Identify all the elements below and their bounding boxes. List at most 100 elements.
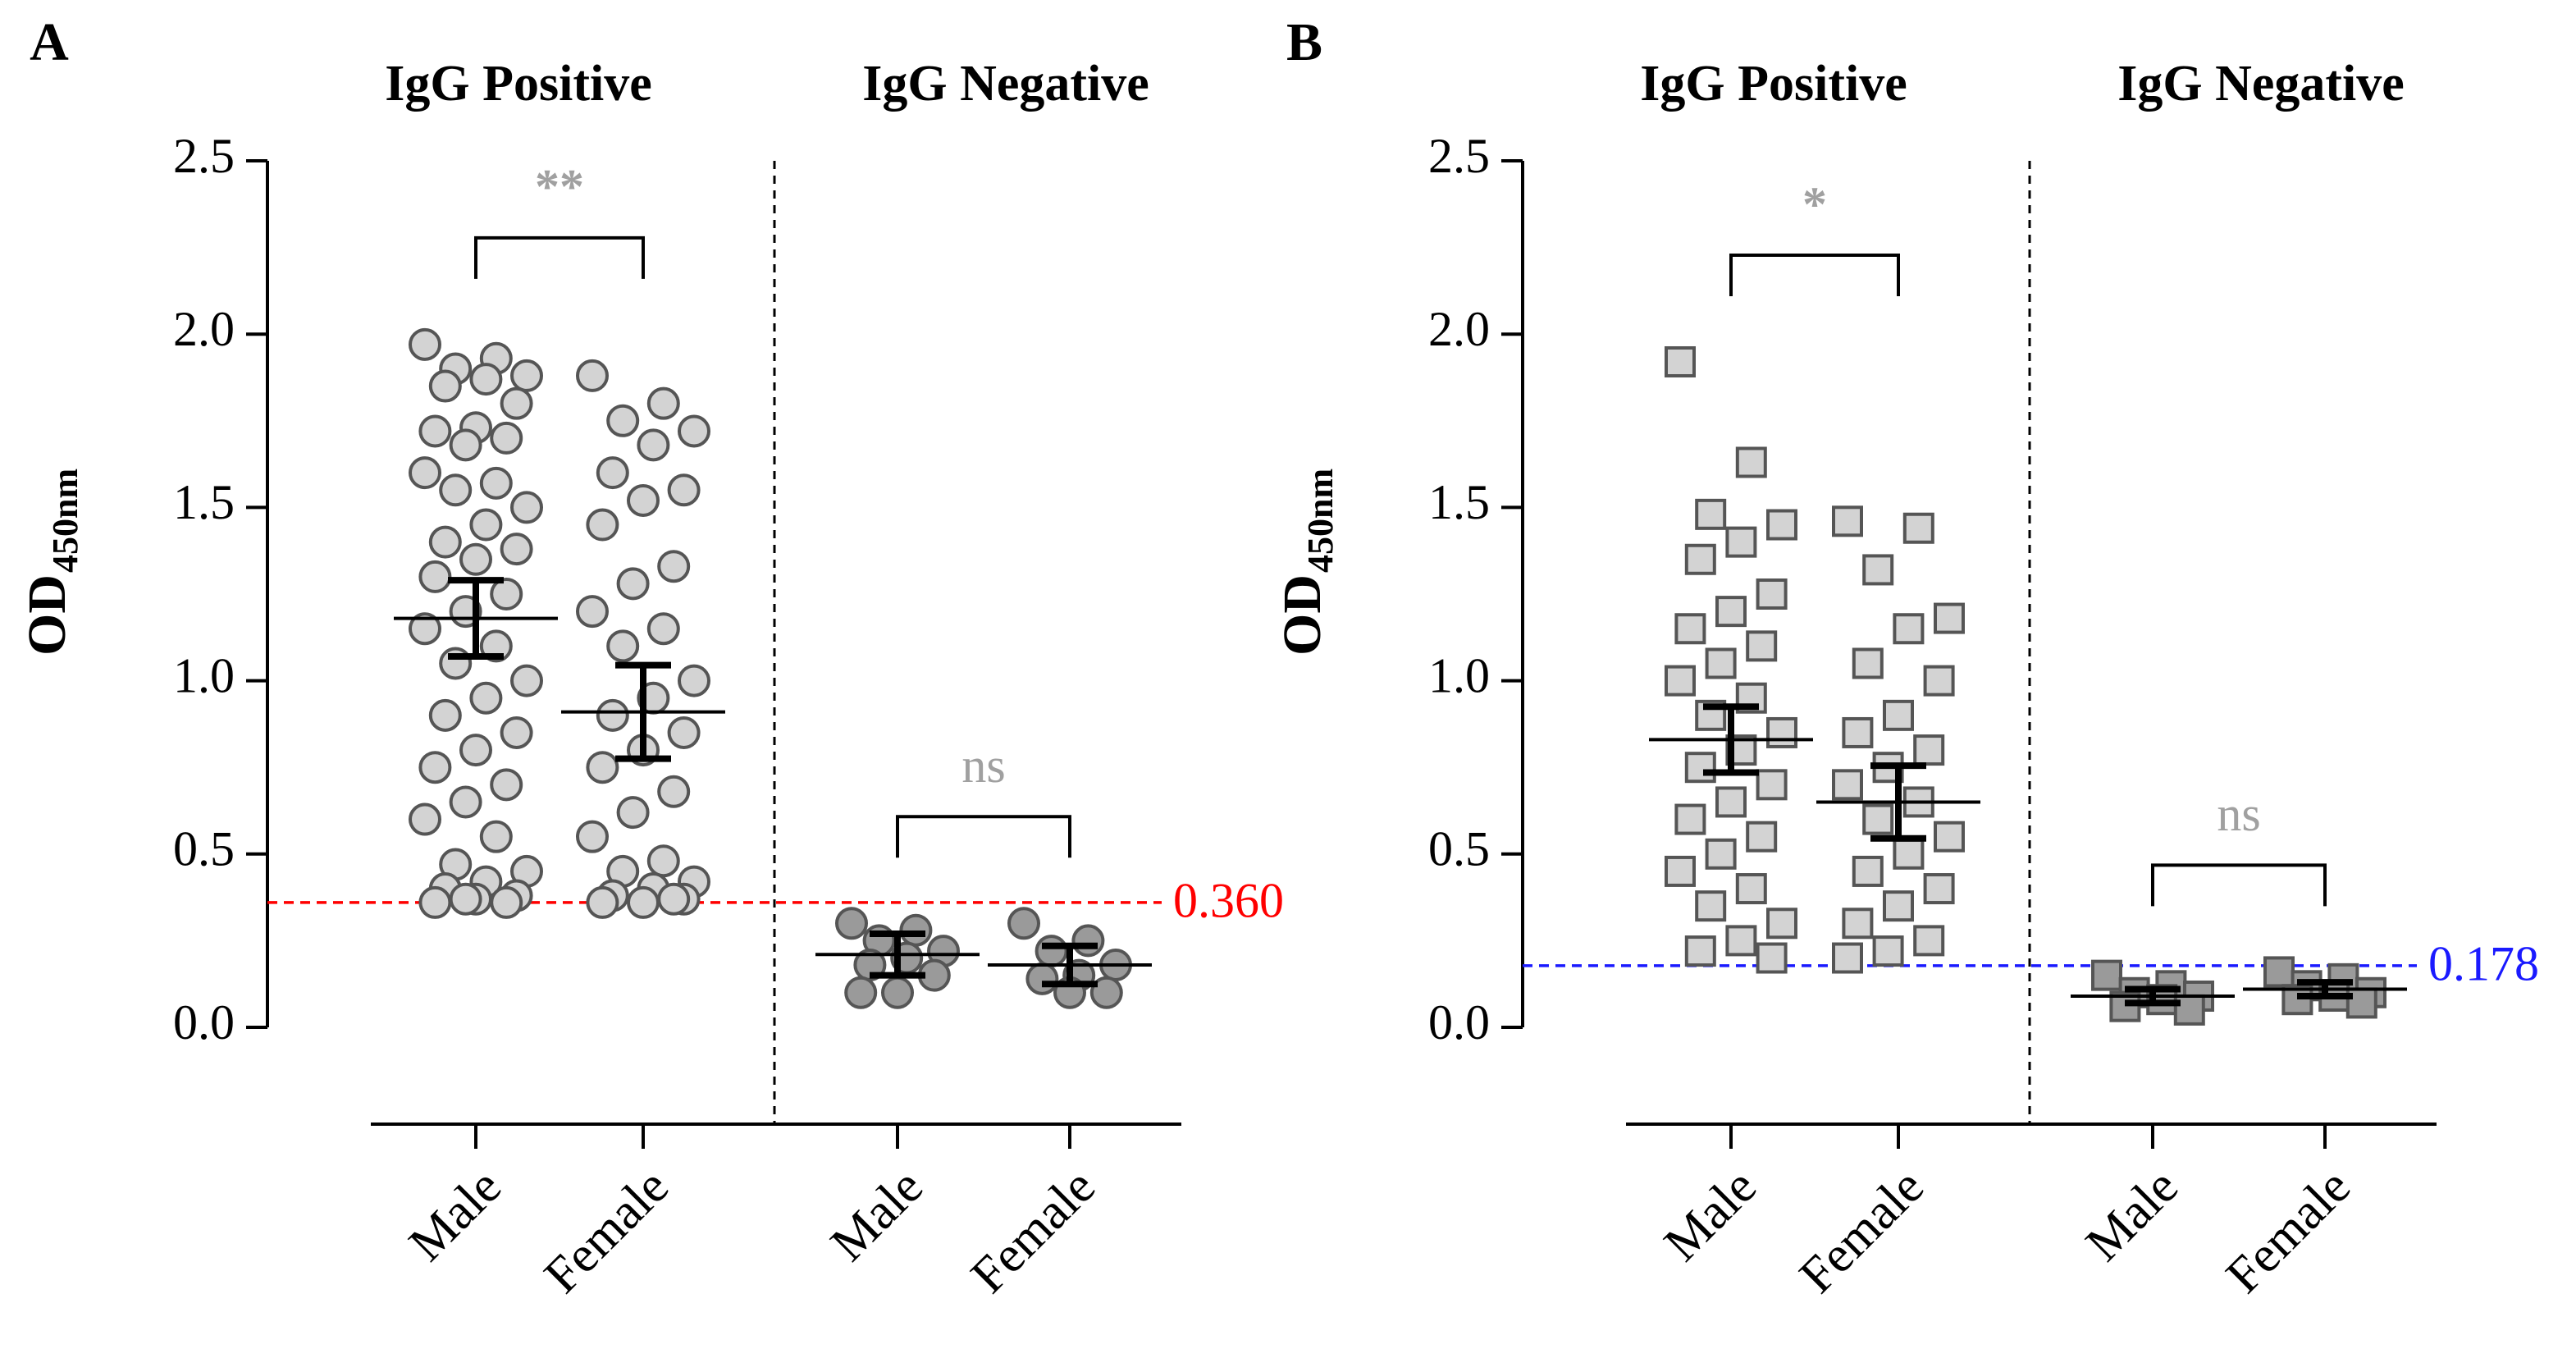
data-point [1735,873,1767,905]
data-point [657,550,691,583]
data-point [449,428,482,462]
data-point [1913,734,1945,766]
data-point [1665,345,1696,377]
data-point [510,359,543,392]
group-title: IgG Positive [385,56,651,112]
data-point [1832,769,1863,801]
data-point [667,473,701,507]
data-point [616,796,650,830]
y-tick-label: 2.0 [173,302,235,356]
data-point [1934,821,1965,853]
y-label-main: OD [1272,574,1332,656]
data-point [1934,602,1965,634]
data-point [418,560,452,593]
data-point [469,681,503,715]
y-tick-label: 1.0 [173,648,235,702]
data-point [2091,959,2122,991]
data-point [449,882,482,916]
data-point [1665,665,1696,697]
data-point [646,612,680,646]
group-title: IgG Positive [1640,56,1907,112]
x-tick-label: Female [1789,1159,1934,1304]
data-point [1872,935,1904,967]
y-label-main: OD [17,574,77,656]
significance-bracket [2151,863,2327,907]
y-label-sub: 450nm [1300,469,1341,573]
data-point [1071,924,1105,958]
data-point [1832,942,1863,974]
data-point [1756,769,1788,801]
data-point [510,664,543,697]
data-point [479,466,513,500]
data-point [586,508,619,542]
data-point [596,456,629,490]
y-tick-label: 1.5 [1428,475,1490,529]
data-point [1715,596,1747,628]
data-point [1832,505,1863,537]
significance-bracket [896,815,1071,858]
x-tick-label: Female [2216,1159,2361,1304]
data-point [409,456,441,490]
data-point [646,386,680,420]
error-bar [1042,942,1098,988]
data-point [1766,716,1797,748]
data-point [439,647,473,680]
error-bar [1870,762,1926,842]
y-label-sub: 450nm [45,469,85,573]
data-point [576,595,609,629]
data-point [1674,613,1706,645]
data-point [439,473,473,507]
data-point [479,820,513,853]
data-point [1756,942,1788,974]
data-point [1766,509,1797,541]
significance-label: ** [535,160,584,214]
data-point [1923,873,1955,905]
x-tick-label: Male [1654,1159,1767,1272]
significance-label: ns [961,738,1005,793]
data-point [1842,908,1874,940]
error-bar [615,661,671,762]
data-point [576,359,609,392]
data-point [844,976,878,1009]
data-point [2263,956,2295,988]
data-point [678,664,710,697]
data-point [627,483,660,517]
data-point [490,768,523,802]
data-point [500,386,533,420]
x-tick-label: Male [399,1159,512,1272]
x-tick-label: Male [820,1159,934,1272]
data-point [459,542,492,576]
data-point [428,525,462,559]
panel-label: B [1286,12,1322,72]
group-title: IgG Negative [862,56,1149,112]
cutoff-label: 0.178 [2428,937,2539,991]
error-bar [448,577,504,661]
data-point [646,844,680,878]
data-point [1025,962,1059,995]
y-tick-label: 0.0 [173,995,235,1049]
data-point [1684,935,1716,967]
data-point [576,820,609,853]
data-point [510,491,543,524]
data-point [586,751,619,784]
significance-bracket [1729,253,1900,296]
data-point [1725,526,1757,558]
data-point [449,785,482,819]
y-tick-label: 2.5 [1428,129,1490,183]
y-tick-label: 0.0 [1428,995,1490,1049]
y-tick-label: 2.5 [173,129,235,183]
data-point [1842,716,1874,748]
data-point [418,885,452,919]
data-point [418,751,452,784]
data-point [1684,752,1716,784]
data-point [418,414,452,448]
data-point [881,976,914,1009]
group-title: IgG Negative [2117,56,2405,112]
data-point [490,421,523,455]
data-point [606,629,640,663]
data-point [409,327,441,361]
y-tick-label: 0.5 [1428,822,1490,876]
data-point [1913,925,1945,957]
